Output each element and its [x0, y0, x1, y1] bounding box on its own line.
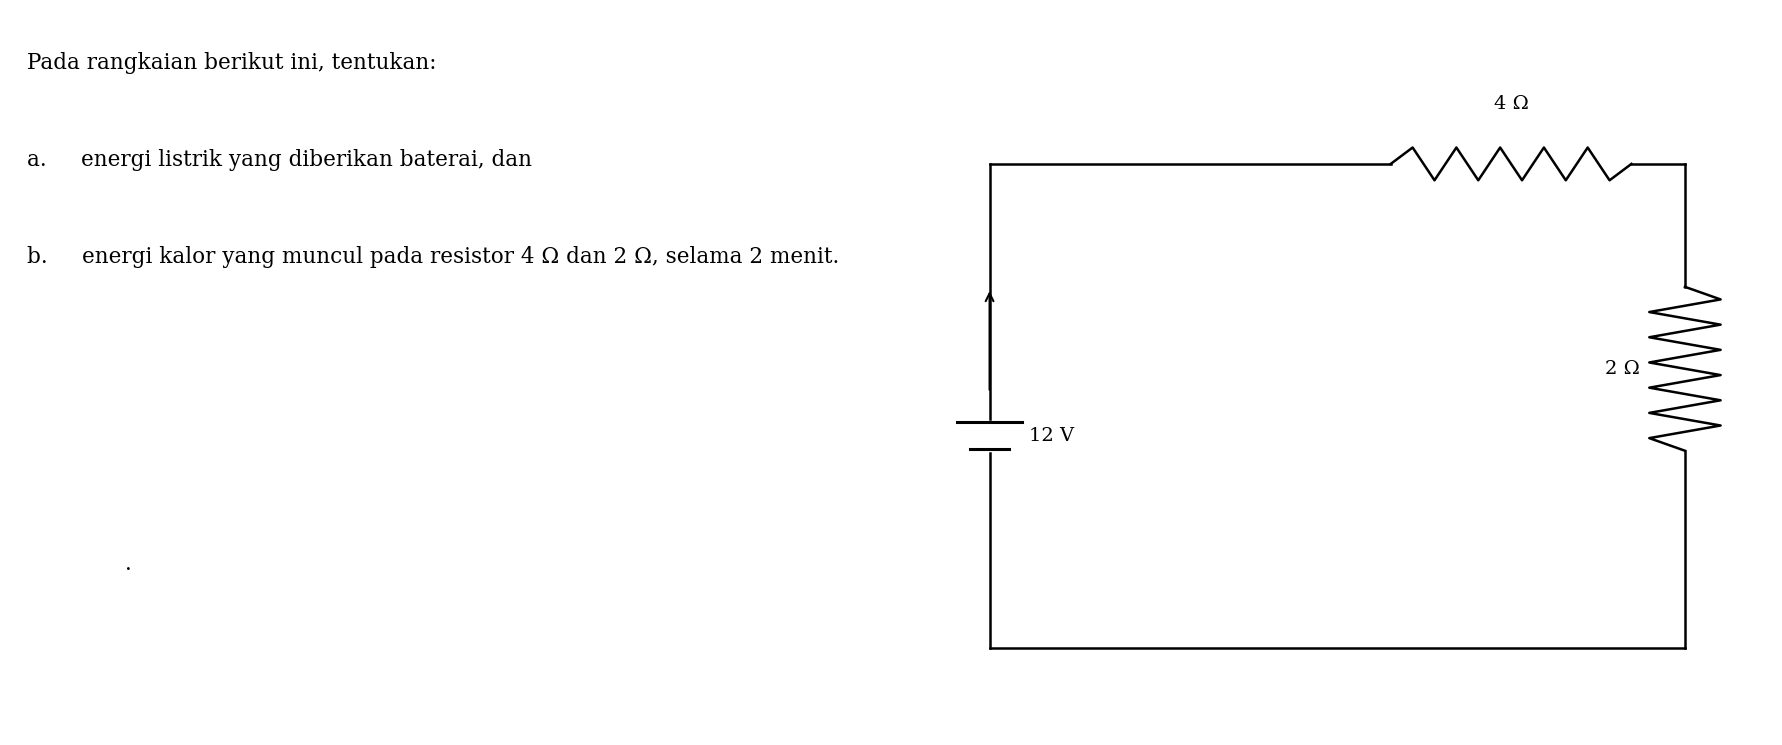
- Text: Pada rangkaian berikut ini, tentukan:: Pada rangkaian berikut ini, tentukan:: [27, 52, 437, 74]
- Text: ·: ·: [125, 559, 132, 581]
- Text: a.     energi listrik yang diberikan baterai, dan: a. energi listrik yang diberikan baterai…: [27, 149, 531, 171]
- Text: 12 V: 12 V: [1028, 427, 1073, 445]
- Text: 2 Ω: 2 Ω: [1604, 360, 1639, 378]
- Text: b.     energi kalor yang muncul pada resistor 4 Ω dan 2 Ω, selama 2 menit.: b. energi kalor yang muncul pada resisto…: [27, 246, 839, 268]
- Text: 4 Ω: 4 Ω: [1493, 95, 1527, 113]
